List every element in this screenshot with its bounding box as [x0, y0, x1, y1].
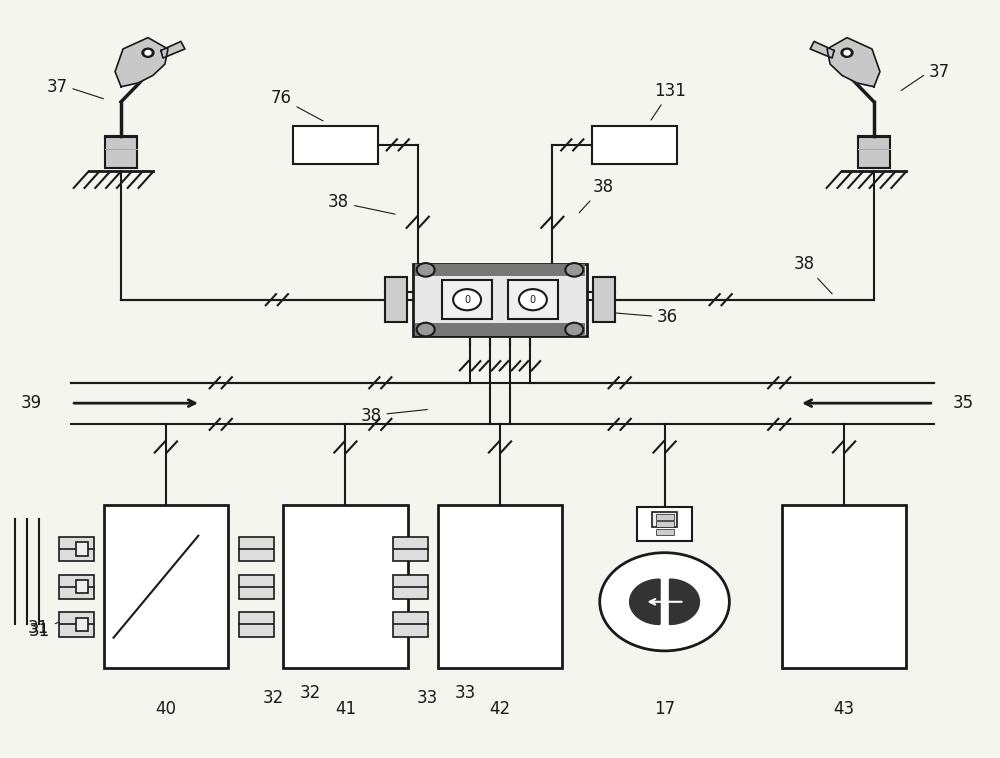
Bar: [415, 324, 585, 336]
Circle shape: [844, 51, 850, 55]
Text: 33: 33: [454, 684, 476, 702]
Bar: [393, 575, 428, 599]
Text: 32: 32: [300, 684, 321, 702]
Text: 35: 35: [953, 394, 974, 412]
Text: 38: 38: [579, 178, 613, 213]
Circle shape: [519, 289, 547, 310]
Bar: [59, 612, 94, 637]
Polygon shape: [670, 579, 699, 625]
Bar: [239, 575, 274, 599]
Circle shape: [565, 263, 583, 277]
Bar: [104, 506, 228, 668]
Bar: [442, 280, 492, 319]
Text: 36: 36: [595, 309, 678, 327]
Circle shape: [565, 323, 583, 337]
Bar: [76, 542, 88, 556]
Bar: [593, 277, 615, 322]
Text: 131: 131: [651, 82, 686, 120]
Text: 42: 42: [489, 700, 511, 719]
Polygon shape: [810, 42, 834, 58]
Polygon shape: [827, 38, 880, 86]
Bar: [385, 277, 407, 322]
Bar: [415, 264, 585, 276]
Circle shape: [417, 323, 435, 337]
Text: 38: 38: [360, 406, 427, 424]
Bar: [59, 537, 94, 561]
Bar: [105, 136, 137, 168]
Bar: [76, 618, 88, 631]
Circle shape: [841, 49, 853, 58]
Circle shape: [453, 289, 481, 310]
Text: 38: 38: [328, 193, 395, 215]
Text: 43: 43: [833, 700, 855, 719]
Polygon shape: [161, 42, 185, 58]
Bar: [656, 522, 674, 528]
Bar: [59, 575, 94, 599]
Text: 76: 76: [271, 89, 323, 121]
Bar: [413, 264, 587, 336]
Polygon shape: [115, 38, 168, 86]
Bar: [656, 529, 674, 535]
Circle shape: [600, 553, 729, 651]
Bar: [283, 506, 408, 668]
Text: 37: 37: [46, 78, 103, 99]
Bar: [508, 280, 558, 319]
Bar: [656, 514, 674, 520]
Bar: [438, 506, 562, 668]
Bar: [293, 126, 378, 164]
Text: 31: 31: [28, 619, 49, 637]
Text: 40: 40: [155, 700, 176, 719]
Circle shape: [145, 51, 151, 55]
Text: 39: 39: [21, 394, 42, 412]
Text: 38: 38: [794, 255, 832, 294]
Bar: [637, 507, 692, 541]
Circle shape: [142, 49, 154, 58]
Bar: [652, 512, 677, 527]
Text: 32: 32: [263, 689, 284, 707]
Text: 41: 41: [335, 700, 356, 719]
Bar: [239, 612, 274, 637]
Bar: [858, 136, 890, 168]
Text: 33: 33: [417, 689, 438, 707]
Text: 31: 31: [29, 614, 76, 640]
Polygon shape: [630, 579, 660, 625]
Circle shape: [417, 263, 435, 277]
Bar: [592, 126, 677, 164]
Bar: [782, 506, 906, 668]
Text: 0: 0: [464, 295, 470, 305]
Text: 17: 17: [654, 700, 675, 719]
Bar: [76, 580, 88, 594]
Text: 0: 0: [530, 295, 536, 305]
Bar: [393, 612, 428, 637]
Text: 37: 37: [901, 63, 950, 90]
Bar: [239, 537, 274, 561]
Bar: [393, 537, 428, 561]
